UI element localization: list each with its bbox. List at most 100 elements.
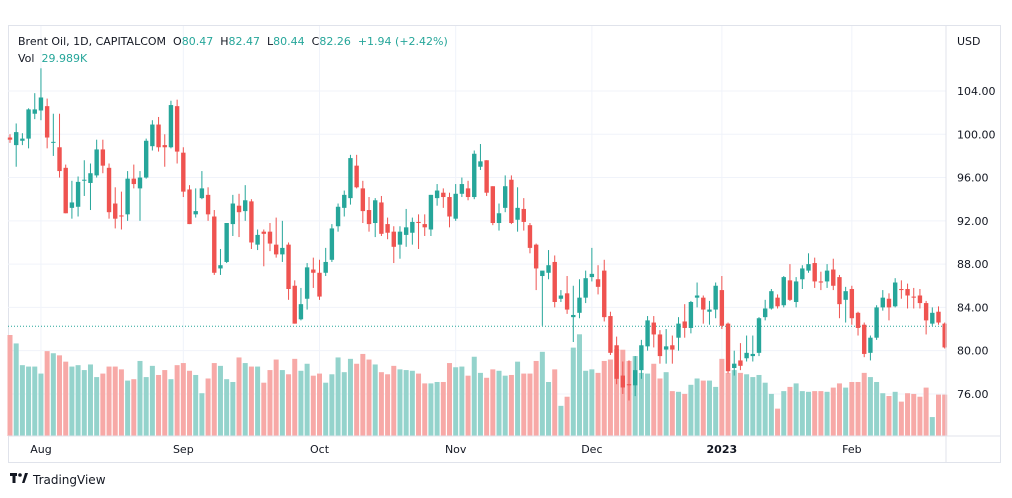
candle-body [577, 297, 582, 313]
candle [131, 164, 136, 189]
candle [317, 259, 322, 300]
volume-bar [57, 355, 63, 436]
volume-bar [193, 374, 199, 436]
candles [7, 68, 947, 401]
volume-bar [7, 335, 13, 436]
volume-bar [69, 366, 75, 436]
candle-body [212, 216, 217, 273]
candle-body [527, 225, 533, 248]
candle [193, 188, 198, 218]
volume-bar [694, 378, 700, 436]
candle-body [546, 265, 551, 273]
volume-bar [156, 374, 162, 436]
volume-bar [248, 366, 254, 436]
candle [416, 214, 421, 249]
candle [670, 335, 675, 364]
candle [781, 276, 786, 308]
candle [38, 68, 44, 121]
candle [719, 276, 725, 330]
symbol-title[interactable]: Brent Oil, 1D, CAPITALCOM [18, 35, 167, 48]
candle-body [769, 291, 774, 309]
candle [657, 330, 663, 364]
volume-label[interactable]: Vol [18, 52, 35, 65]
candle [174, 99, 180, 164]
candle [942, 322, 947, 349]
candle [899, 280, 904, 299]
candle-body [682, 321, 687, 328]
volume-bar [261, 382, 267, 436]
candle-body [106, 167, 112, 213]
close-value: 82.26 [319, 35, 351, 48]
candle-body [899, 289, 904, 291]
candle-body [410, 221, 415, 233]
tradingview-brand[interactable]: TradingView [10, 473, 106, 487]
candle-body [44, 106, 50, 138]
candle-body [292, 285, 297, 324]
candle [63, 164, 68, 214]
candle [682, 304, 687, 338]
high-value: 82.47 [228, 35, 261, 48]
candle [750, 335, 755, 362]
candle-body [942, 323, 947, 348]
candle [688, 300, 694, 334]
candle [125, 171, 130, 221]
volume-bar [149, 365, 155, 436]
candle-body [63, 167, 68, 214]
volume-bar [94, 377, 100, 436]
time-tick-label: Aug [30, 443, 51, 456]
candle [905, 283, 910, 309]
volume-bar [502, 375, 508, 436]
time-tick-label: Sep [173, 443, 194, 456]
currency-label[interactable]: USD [957, 35, 981, 48]
volume-bar [874, 381, 880, 436]
candle-body [465, 188, 471, 198]
candle [13, 123, 19, 167]
volume-bar [310, 375, 316, 436]
volume-bar [19, 365, 25, 436]
candle [236, 193, 242, 238]
candle [620, 361, 626, 394]
time-axis[interactable]: Aug Sep Oct Nov Dec 2023 Feb [30, 443, 861, 456]
volume-bar [867, 377, 873, 436]
candle [837, 274, 842, 319]
candle-body [589, 273, 595, 278]
candle [930, 307, 935, 326]
volume-bar [911, 393, 917, 436]
candle-body [626, 384, 632, 386]
volume-bar [787, 386, 793, 436]
candle-body [416, 221, 421, 224]
candle-body [632, 370, 638, 386]
ohlc-legend: Brent Oil, 1D, CAPITALCOM O80.47 H82.47 … [18, 35, 448, 48]
candle [106, 163, 112, 219]
candle [732, 350, 737, 376]
candle-body [509, 179, 514, 224]
candle [360, 180, 366, 224]
candle-body [13, 132, 19, 146]
candle-body [880, 297, 885, 308]
candle-body [236, 205, 242, 213]
candle-body [521, 208, 526, 222]
candle-body [168, 105, 174, 148]
volume-bar [224, 379, 230, 436]
candle [218, 248, 223, 275]
candle [855, 311, 861, 336]
volume-bar [143, 377, 149, 436]
candle [119, 191, 124, 230]
volume-bar [663, 372, 669, 436]
candle [298, 287, 304, 321]
candle [651, 316, 656, 348]
time-tick-label: Oct [310, 443, 330, 456]
volume-bar [539, 351, 545, 436]
volume-bar [546, 381, 552, 436]
volume-bar [267, 370, 273, 436]
volume-bar [211, 363, 217, 436]
candle-body [403, 227, 409, 235]
volume-bar [409, 370, 415, 436]
candle [917, 289, 923, 309]
candle-body [917, 295, 923, 304]
price-axis[interactable]: 104.00 100.00 96.00 92.00 88.00 84.00 80.00 76.… [957, 85, 996, 401]
candle-body [583, 278, 588, 298]
candle [69, 180, 75, 219]
candle [168, 100, 174, 149]
